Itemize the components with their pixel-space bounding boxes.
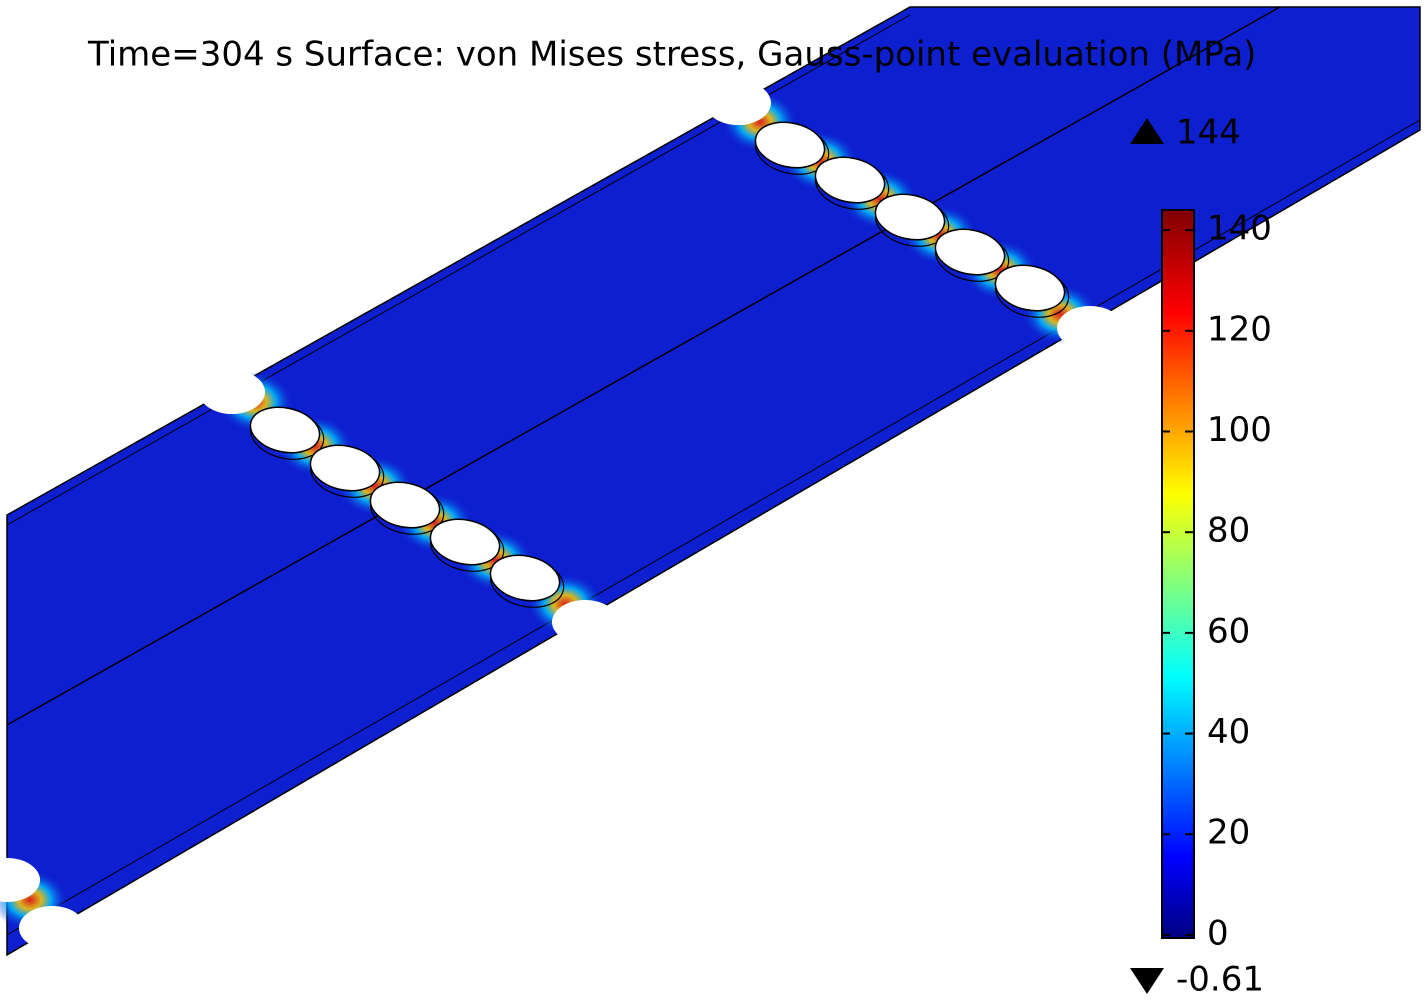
colorbar-tick-label: 80: [1207, 511, 1250, 551]
hole: [814, 156, 886, 204]
colorbar-gradient: [1161, 209, 1195, 939]
hole: [309, 444, 381, 492]
hole: [369, 481, 441, 529]
hole: [429, 518, 501, 566]
colorbar-tick-label: 0: [1207, 913, 1229, 953]
hole: [934, 228, 1006, 276]
colorbar-tick-label: 40: [1207, 712, 1250, 752]
plot-title: Time=304 s Surface: von Mises stress, Ga…: [87, 35, 1256, 75]
hole: [874, 193, 946, 241]
colorbar-min: -0.61: [1176, 960, 1264, 1000]
min-arrow: [1130, 968, 1164, 994]
edge-notch: [0, 858, 40, 902]
hole: [994, 264, 1066, 312]
colorbar-tick-label: 100: [1207, 410, 1272, 450]
colorbar-tick-label: 120: [1207, 309, 1272, 349]
holes: [0, 81, 1123, 950]
edge-notch: [199, 370, 265, 414]
edge-notch: [705, 81, 771, 125]
hole: [249, 406, 321, 454]
max-arrow: [1130, 118, 1164, 144]
edge-notch: [1057, 306, 1123, 350]
colorbar-tick-label: 20: [1207, 813, 1250, 853]
edge-notch: [552, 600, 618, 644]
colorbar-max: 144: [1176, 113, 1241, 153]
hole: [754, 121, 826, 169]
colorbar-tick-label: 60: [1207, 611, 1250, 651]
hole: [489, 554, 561, 602]
colorbar-tick-label: 140: [1207, 209, 1272, 249]
edge-notch: [19, 906, 85, 950]
colorbar: 144 -0.61 0 20 40 60 80 100 120 140: [1130, 113, 1272, 1000]
